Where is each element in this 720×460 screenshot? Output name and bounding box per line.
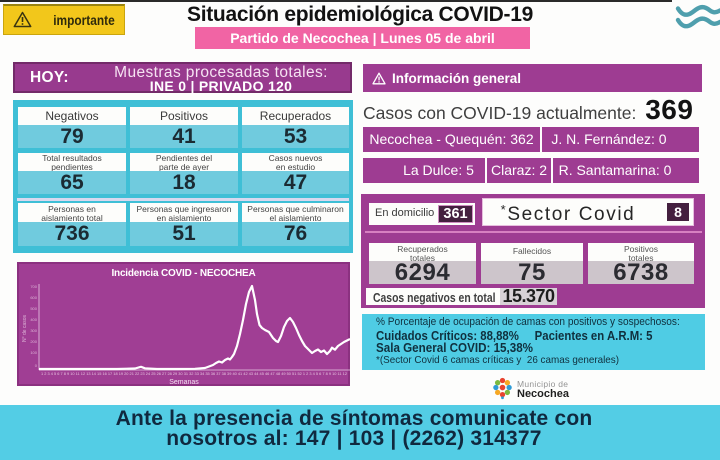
svg-text:600: 600 — [30, 295, 37, 300]
svg-text:500: 500 — [30, 306, 37, 311]
svg-text:300: 300 — [30, 328, 37, 333]
svg-text:Semanas: Semanas — [169, 379, 199, 386]
svg-text:N° de casos: N° de casos — [22, 314, 28, 342]
svg-text:700: 700 — [30, 284, 37, 289]
svg-text:200: 200 — [30, 339, 37, 344]
svg-text:400: 400 — [30, 317, 37, 322]
svg-text:100: 100 — [30, 350, 37, 355]
svg-text:1 2 3 4 5 6 7 8 9 10 11 12 13: 1 2 3 4 5 6 7 8 9 10 11 12 13 14 15 16 1… — [41, 372, 347, 376]
svg-text:0: 0 — [35, 363, 38, 368]
